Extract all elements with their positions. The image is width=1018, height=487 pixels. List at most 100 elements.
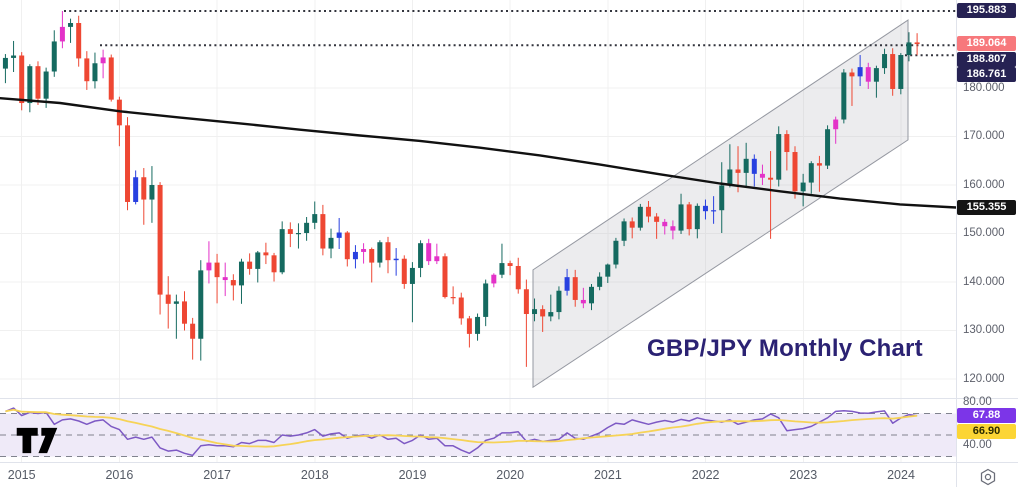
time-tick-label: 2016 xyxy=(105,468,134,482)
rsi-ma-value-label: 66.90 xyxy=(957,424,1016,439)
candle-body xyxy=(312,214,318,223)
candle-body xyxy=(214,262,220,278)
candle-body xyxy=(654,216,660,222)
candle-body xyxy=(336,232,342,238)
candle-body xyxy=(434,256,440,262)
candle-body xyxy=(686,204,692,230)
candle-body xyxy=(84,58,90,82)
rsi-line[interactable] xyxy=(5,407,918,457)
sma-line[interactable] xyxy=(0,97,958,209)
candle-body xyxy=(418,243,424,268)
time-tick-label: 2015 xyxy=(7,468,36,482)
candle-body xyxy=(442,256,448,298)
candle-body xyxy=(719,185,725,211)
time-tick-label: 2017 xyxy=(203,468,231,482)
candle-body xyxy=(165,294,171,304)
candle-body xyxy=(776,134,782,180)
candle-body xyxy=(694,205,700,230)
candle-body xyxy=(76,23,82,59)
price-tick-label: 160.000 xyxy=(963,178,1005,191)
candle-body xyxy=(11,55,17,58)
candle-body xyxy=(816,163,822,166)
time-tick-label: 2024 xyxy=(887,468,915,482)
candle-body xyxy=(230,280,236,286)
time-tick-label: 2019 xyxy=(398,468,427,482)
candle-body xyxy=(629,221,635,228)
candle-body xyxy=(92,63,98,82)
candle-body xyxy=(35,66,41,99)
rsi-ma-line[interactable] xyxy=(5,408,918,448)
candle-body xyxy=(426,243,432,262)
price-tick-label: 140.000 xyxy=(963,275,1005,288)
candle-body xyxy=(727,169,733,186)
candle-body xyxy=(263,252,269,256)
candle-body xyxy=(222,277,228,281)
tradingview-logo-icon xyxy=(16,427,58,454)
axis-settings-icon[interactable] xyxy=(978,467,998,487)
candle-body xyxy=(2,57,8,69)
candle-body xyxy=(890,54,896,89)
candle-body xyxy=(873,68,879,82)
candle-body xyxy=(190,323,196,339)
candle-body xyxy=(304,222,310,234)
candle-body xyxy=(361,249,367,252)
candle-body xyxy=(670,226,676,231)
candle-body xyxy=(613,240,619,265)
candle-body xyxy=(369,249,375,263)
candle-body xyxy=(825,129,831,166)
candle-body xyxy=(857,67,863,77)
chart-title-annotation[interactable]: GBP/JPY Monthly Chart xyxy=(647,335,923,362)
candle-body xyxy=(491,274,497,284)
candle-body xyxy=(108,57,114,100)
candle-body xyxy=(247,261,253,269)
candle-body xyxy=(295,233,301,235)
time-tick-label: 2020 xyxy=(496,468,525,482)
candle-body xyxy=(68,23,74,27)
candle-body xyxy=(849,72,855,77)
candle-body xyxy=(711,210,717,212)
candle-body xyxy=(198,270,204,339)
candle-body xyxy=(483,283,489,317)
candle-body xyxy=(328,237,334,249)
candle-body xyxy=(393,258,399,261)
candle-body xyxy=(238,261,244,286)
candle-body xyxy=(645,206,651,217)
candle-body xyxy=(556,290,562,313)
time-tick-label: 2022 xyxy=(691,468,720,482)
price-line-label-mid: 188.807 xyxy=(957,52,1016,67)
candle-body xyxy=(784,134,790,153)
tradingview-logo[interactable] xyxy=(16,427,58,454)
price-tick-label: 170.000 xyxy=(963,130,1005,142)
candle-body xyxy=(450,297,456,299)
candle-body xyxy=(320,214,326,249)
candle-body xyxy=(597,276,603,287)
candle-body xyxy=(735,169,741,173)
candle-body xyxy=(759,173,765,178)
candle-body xyxy=(898,55,904,89)
candle-body xyxy=(475,316,481,334)
candle-body xyxy=(548,312,554,317)
candle-body xyxy=(385,242,391,261)
candle-body xyxy=(51,41,57,72)
candle-body xyxy=(515,265,521,290)
time-tick-label: 2018 xyxy=(300,468,329,482)
candle-body xyxy=(800,182,806,192)
candle-body xyxy=(808,163,814,183)
candle-body xyxy=(141,177,147,200)
candle-body xyxy=(271,255,277,273)
price-tick-label: 150.000 xyxy=(963,227,1005,239)
candle-body xyxy=(279,229,285,273)
last-price-label: 189.064 xyxy=(957,36,1016,51)
candle-body xyxy=(499,263,505,275)
candle-body xyxy=(287,229,293,234)
price-line-label-high: 195.883 xyxy=(957,3,1016,18)
candle-body xyxy=(637,206,643,228)
candle-body xyxy=(507,263,513,266)
candle-body xyxy=(865,67,871,82)
candle-body xyxy=(532,309,538,315)
candle-body xyxy=(678,204,684,231)
candle-body xyxy=(344,232,350,260)
candle-body xyxy=(458,297,464,319)
